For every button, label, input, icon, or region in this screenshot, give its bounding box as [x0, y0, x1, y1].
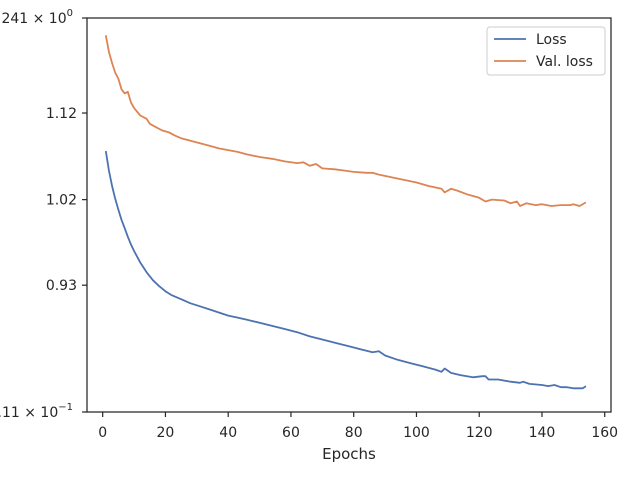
legend-label-loss: Loss [536, 32, 567, 48]
series-line-loss [104, 150, 587, 390]
y-limit-bottom-label: 8.11 × 10−1 [0, 402, 73, 421]
y-axis: 0.93 1.02 1.12 [46, 17, 87, 413]
y-limit-top-label: 1.241 × 100 [0, 8, 73, 27]
x-tick-label: 120 [466, 425, 493, 441]
x-tick-label: 40 [219, 425, 237, 441]
x-axis-label: Epochs [322, 445, 376, 463]
y-tick-label: 0.93 [46, 278, 77, 294]
x-tick-label: 140 [529, 425, 556, 441]
x-tick-label: 0 [98, 425, 107, 441]
x-axis: 0 20 40 60 80 100 120 140 160 [98, 412, 618, 441]
x-tick-label: 20 [157, 425, 175, 441]
x-tick-label: 100 [403, 425, 430, 441]
legend: Loss Val. loss [486, 26, 606, 76]
legend-label-val-loss: Val. loss [536, 54, 593, 70]
axes-frame [86, 17, 612, 413]
x-tick-label: 60 [282, 425, 300, 441]
plot-area [104, 35, 587, 390]
series-line-val-loss [104, 35, 587, 207]
y-tick-label: 1.12 [46, 106, 77, 122]
y-tick-label: 1.02 [46, 193, 77, 209]
x-tick-label: 80 [345, 425, 363, 441]
x-tick-label: 160 [591, 425, 618, 441]
